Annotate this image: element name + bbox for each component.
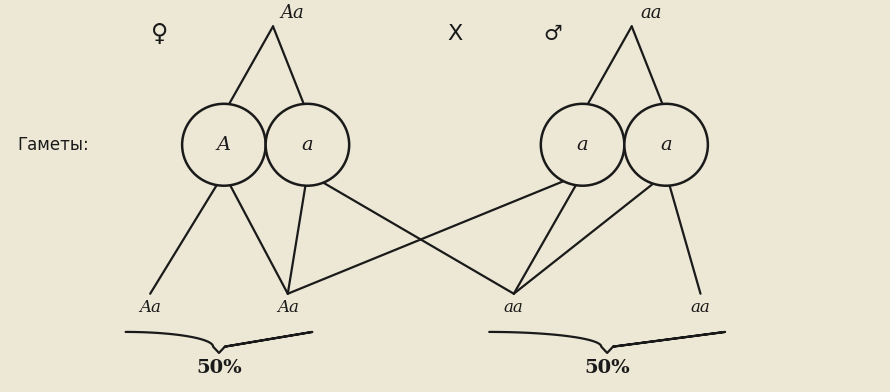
Text: 50%: 50% [196, 359, 242, 377]
Text: X: X [447, 24, 463, 44]
Ellipse shape [541, 104, 625, 186]
Text: A: A [217, 136, 231, 154]
Text: 50%: 50% [584, 359, 630, 377]
Text: ♀: ♀ [151, 22, 168, 46]
Ellipse shape [182, 104, 265, 186]
Text: Aa: Aa [281, 4, 304, 22]
Text: a: a [660, 136, 672, 154]
Text: aa: aa [691, 299, 710, 316]
Text: Aa: Aa [139, 299, 161, 316]
Text: a: a [302, 136, 313, 154]
Ellipse shape [265, 104, 349, 186]
Text: aa: aa [641, 4, 662, 22]
Text: aa: aa [504, 299, 523, 316]
Text: a: a [577, 136, 588, 154]
Text: Aa: Aa [277, 299, 299, 316]
Text: Гаметы:: Гаметы: [18, 136, 89, 154]
Ellipse shape [625, 104, 708, 186]
Text: ♂: ♂ [544, 24, 562, 44]
